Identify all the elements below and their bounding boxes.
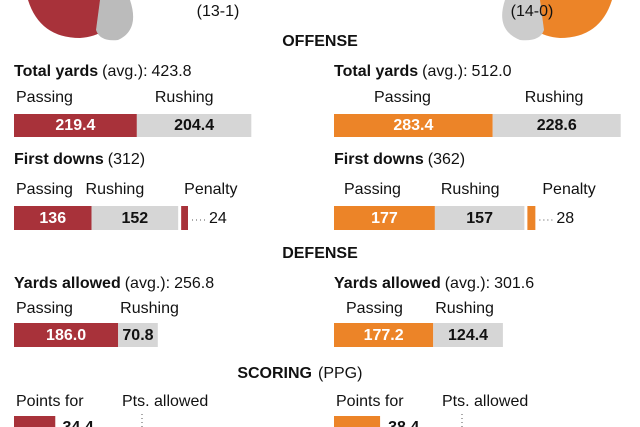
facemask-left <box>96 0 134 41</box>
bar-label: 186.0 <box>46 327 86 344</box>
bar <box>14 416 56 427</box>
bar-label: 38.4 <box>388 419 419 427</box>
bar <box>14 206 92 230</box>
bar <box>334 114 493 137</box>
bar-label: 204.4 <box>174 117 214 134</box>
label: Passing <box>374 89 431 106</box>
bar <box>91 206 179 230</box>
bar <box>334 323 434 347</box>
label: Rushing <box>525 89 584 106</box>
label: Rushing <box>86 181 145 198</box>
stat-line: Yards allowed (avg.): 301.6 <box>334 275 534 292</box>
label: Points for <box>336 393 404 410</box>
label: Rushing <box>120 300 179 317</box>
bar-label: 124.4 <box>448 327 488 344</box>
team-record: (13-1) <box>197 3 240 20</box>
bar-label: 177 <box>371 210 398 227</box>
bar-label: 24 <box>209 210 227 227</box>
bar-label: 228.6 <box>537 117 577 134</box>
bar <box>181 206 188 230</box>
bar <box>334 206 435 230</box>
label: Passing <box>16 89 73 106</box>
label: Penalty <box>542 181 595 198</box>
stat-line: Total yards (avg.): 423.8 <box>14 63 192 80</box>
bar-label: 28 <box>556 210 574 227</box>
label: Passing <box>16 300 73 317</box>
label: Passing <box>346 300 403 317</box>
bar <box>433 323 503 347</box>
bar <box>434 206 525 230</box>
label: Points for <box>16 393 84 410</box>
bar-label: 219.4 <box>55 117 95 134</box>
label: Rushing <box>435 300 494 317</box>
bar-label: 283.4 <box>393 117 433 134</box>
section-title: DEFENSE <box>282 245 358 262</box>
bar-label: 177.2 <box>364 327 404 344</box>
label: Penalty <box>184 181 237 198</box>
bar-label: 34.4 <box>63 419 94 427</box>
label: Rushing <box>441 181 500 198</box>
label: Passing <box>16 181 73 198</box>
bar-label: 136 <box>39 210 66 227</box>
bar <box>334 416 381 427</box>
bar <box>527 206 536 230</box>
bar-label: 157 <box>466 210 493 227</box>
label: Rushing <box>155 89 214 106</box>
section-title: OFFENSE <box>282 33 358 50</box>
label: Pts. allowed <box>122 393 208 410</box>
stat-line: First downs (312) <box>14 151 145 168</box>
bar <box>14 323 119 347</box>
bar <box>118 323 158 347</box>
bar <box>492 114 621 137</box>
section-note: (PPG) <box>318 365 362 382</box>
bar-label: 152 <box>121 210 148 227</box>
facemask-right <box>502 0 544 41</box>
section-title: SCORING <box>237 365 312 382</box>
label: Pts. allowed <box>442 393 528 410</box>
bar <box>136 114 252 137</box>
stat-line: First downs (362) <box>334 151 465 168</box>
team-record: (14-0) <box>511 3 554 20</box>
bar-label: 70.8 <box>122 327 153 344</box>
bar <box>14 114 137 137</box>
stat-line: Total yards (avg.): 512.0 <box>334 63 512 80</box>
stat-line: Yards allowed (avg.): 256.8 <box>14 275 214 292</box>
label: Passing <box>344 181 401 198</box>
